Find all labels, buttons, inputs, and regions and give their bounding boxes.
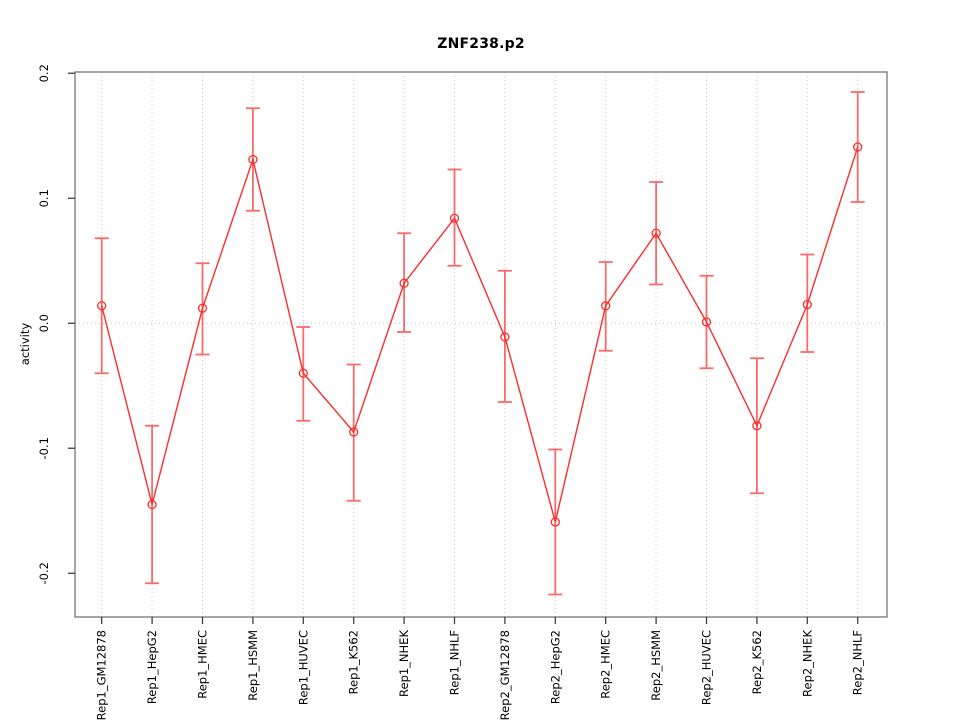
data-point [802, 299, 812, 310]
x-tick-label: Rep2_HepG2 [548, 630, 562, 704]
x-tick-label: Rep1_GM12878 [95, 630, 109, 720]
x-tick-label: Rep2_NHEK [800, 630, 814, 697]
data-point [449, 213, 460, 223]
plot-box [74, 71, 888, 618]
x-tick-label: Rep2_HUVEC [700, 630, 714, 705]
x-tick-label: Rep1_NHEK [397, 630, 411, 697]
x-tick-label: Rep2_HSMM [649, 630, 663, 701]
y-tick-label: 0.1 [37, 189, 51, 207]
x-tick-label: Rep2_HMEC [599, 630, 613, 699]
y-tick-label: -0.1 [37, 437, 51, 459]
data-point [601, 301, 611, 311]
data-point [651, 228, 661, 238]
x-tick-label: Rep2_GM12878 [498, 630, 512, 720]
y-tick-label: 0.0 [37, 314, 51, 332]
chart-title: ZNF238.p2 [437, 36, 525, 52]
data-point [500, 332, 510, 342]
data-point [752, 421, 762, 431]
x-tick-label: Rep1_NHLF [448, 630, 462, 695]
data-point [349, 427, 359, 437]
data-point [399, 278, 409, 288]
series-line [101, 146, 859, 523]
data-point [298, 368, 308, 378]
x-tick-label: Rep1_HMEC [196, 630, 210, 699]
x-tick-label: Rep2_K562 [750, 630, 764, 694]
y-axis-label: activity [18, 322, 32, 366]
y-tick-label: 0.2 [37, 64, 51, 82]
data-point [147, 499, 157, 510]
x-tick-label: Rep1_HepG2 [145, 630, 159, 704]
data-point [701, 317, 712, 327]
x-tick-label: Rep1_HUVEC [296, 630, 310, 705]
y-tick-label: -0.2 [37, 562, 51, 584]
data-point [853, 142, 863, 152]
data-point [97, 301, 107, 311]
x-tick-label: Rep1_K562 [347, 630, 361, 694]
data-point [197, 303, 208, 313]
x-tick-label: Rep2_NHLF [851, 630, 865, 695]
data-point [550, 517, 560, 527]
data-point [248, 154, 258, 165]
x-tick-label: Rep1_HSMM [246, 630, 260, 701]
